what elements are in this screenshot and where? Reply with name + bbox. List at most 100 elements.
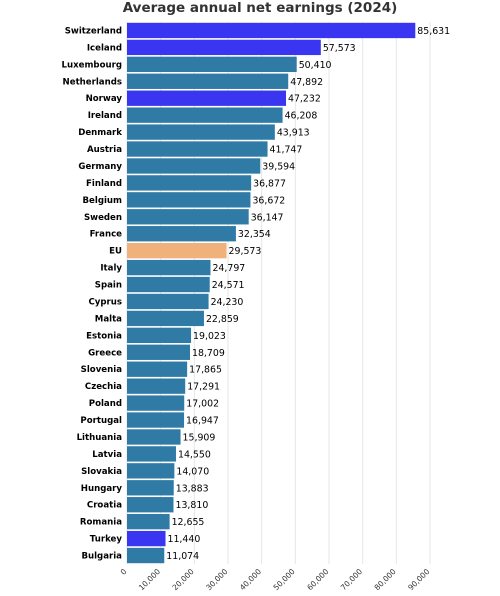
bar-france: [127, 226, 236, 242]
bar-bulgaria: [127, 547, 165, 564]
value-label: 24,571: [212, 280, 245, 291]
category-label: Austria: [87, 145, 122, 155]
x-tick-label: 10,000: [137, 567, 162, 592]
value-label: 50,410: [299, 60, 332, 71]
value-label: 13,883: [176, 483, 209, 494]
value-labels: 85,631 57,573 50,410 47,892 47,232 46,208 43,9…: [166, 26, 450, 562]
category-label: Malta: [95, 314, 122, 324]
bar-eu: [127, 242, 227, 259]
category-label: France: [90, 230, 123, 240]
bar-luxembourg: [127, 56, 297, 73]
category-label: Hungary: [81, 484, 123, 494]
value-label: 17,002: [186, 399, 219, 410]
bar-cyprus: [127, 293, 209, 310]
bar-spain: [127, 276, 210, 293]
bar-lithuania: [127, 429, 181, 445]
category-label: Latvia: [92, 450, 122, 460]
x-tick-label: 30,000: [204, 567, 229, 592]
value-label: 14,550: [178, 449, 211, 460]
x-tick-label: 80,000: [373, 567, 398, 592]
value-label: 24,797: [212, 263, 245, 274]
bar-latvia: [127, 446, 176, 462]
category-label: Germany: [78, 162, 122, 172]
category-label: Norway: [86, 94, 123, 104]
value-label: 36,147: [251, 212, 284, 223]
value-label: 46,208: [285, 111, 318, 122]
value-label: 17,865: [189, 365, 222, 376]
category-label: EU: [109, 247, 122, 257]
bar-croatia: [127, 497, 174, 513]
bar-netherlands: [127, 73, 289, 89]
bar-czechia: [127, 378, 186, 394]
value-label: 13,810: [175, 500, 208, 511]
value-label: 17,291: [187, 382, 220, 393]
value-label: 19,023: [193, 331, 226, 342]
value-label: 22,859: [206, 314, 239, 325]
category-labels: Switzerland Iceland Luxembourg Netherlands N…: [62, 26, 123, 561]
value-label: 36,672: [252, 195, 285, 206]
x-tick-label: 70,000: [339, 567, 364, 592]
value-label: 32,354: [238, 229, 271, 240]
category-label: Romania: [80, 518, 122, 528]
x-tick-label: 60,000: [305, 567, 330, 592]
category-label: Switzerland: [65, 26, 122, 36]
bar-belgium: [127, 192, 251, 208]
category-label: Slovakia: [81, 467, 122, 477]
bar-portugal: [127, 412, 185, 428]
category-label: Ireland: [88, 111, 122, 121]
category-label: Belgium: [83, 196, 123, 206]
category-label: Spain: [95, 281, 122, 291]
bars: [127, 22, 416, 564]
bar-norway: [127, 90, 287, 106]
bar-austria: [127, 141, 268, 157]
bar-iceland: [127, 39, 321, 56]
value-label: 29,573: [229, 246, 262, 257]
value-label: 16,947: [186, 416, 219, 427]
x-tick-label: 90,000: [406, 567, 431, 592]
bar-greece: [127, 344, 190, 360]
value-label: 41,747: [270, 145, 303, 156]
value-label: 57,573: [323, 43, 356, 54]
bar-estonia: [127, 327, 192, 344]
bar-sweden: [127, 209, 249, 225]
value-label: 18,709: [192, 348, 225, 359]
value-label: 14,070: [176, 466, 209, 477]
bar-romania: [127, 513, 170, 530]
value-label: 15,909: [183, 432, 216, 443]
x-axis-tick-labels: 0 10,000 20,000 30,000 40,000 50,000 60,000 70,…: [119, 567, 432, 592]
category-label: Lithuania: [77, 433, 123, 443]
bar-finland: [127, 175, 252, 191]
value-label: 43,913: [277, 128, 310, 139]
bar-slovenia: [127, 361, 188, 377]
x-tick-label: 20,000: [171, 567, 196, 592]
category-label: Italy: [100, 264, 122, 274]
category-label: Netherlands: [63, 77, 122, 87]
category-label: Greece: [88, 348, 122, 358]
bar-germany: [127, 158, 261, 174]
category-label: Finland: [86, 179, 122, 189]
x-tick-label: 50,000: [272, 567, 297, 592]
bar-switzerland: [127, 22, 416, 39]
value-label: 47,892: [290, 77, 323, 88]
category-label: Estonia: [86, 331, 122, 341]
category-label: Cyprus: [88, 297, 122, 307]
value-label: 47,232: [288, 94, 321, 105]
x-tick-label: 40,000: [238, 567, 263, 592]
value-label: 39,594: [262, 161, 295, 172]
bar-poland: [127, 395, 185, 411]
value-label: 36,877: [253, 178, 286, 189]
category-label: Denmark: [78, 128, 122, 138]
bar-hungary: [127, 480, 174, 496]
category-label: Bulgaria: [81, 552, 122, 562]
category-label: Slovenia: [81, 365, 123, 375]
value-label: 85,631: [417, 26, 450, 37]
category-label: Turkey: [90, 535, 123, 545]
value-label: 11,074: [166, 551, 199, 562]
bar-turkey: [127, 530, 166, 547]
category-label: Czechia: [85, 382, 122, 392]
bar-ireland: [127, 107, 283, 123]
category-label: Sweden: [84, 213, 122, 223]
value-label: 12,655: [172, 517, 205, 528]
category-label: Portugal: [80, 416, 122, 426]
